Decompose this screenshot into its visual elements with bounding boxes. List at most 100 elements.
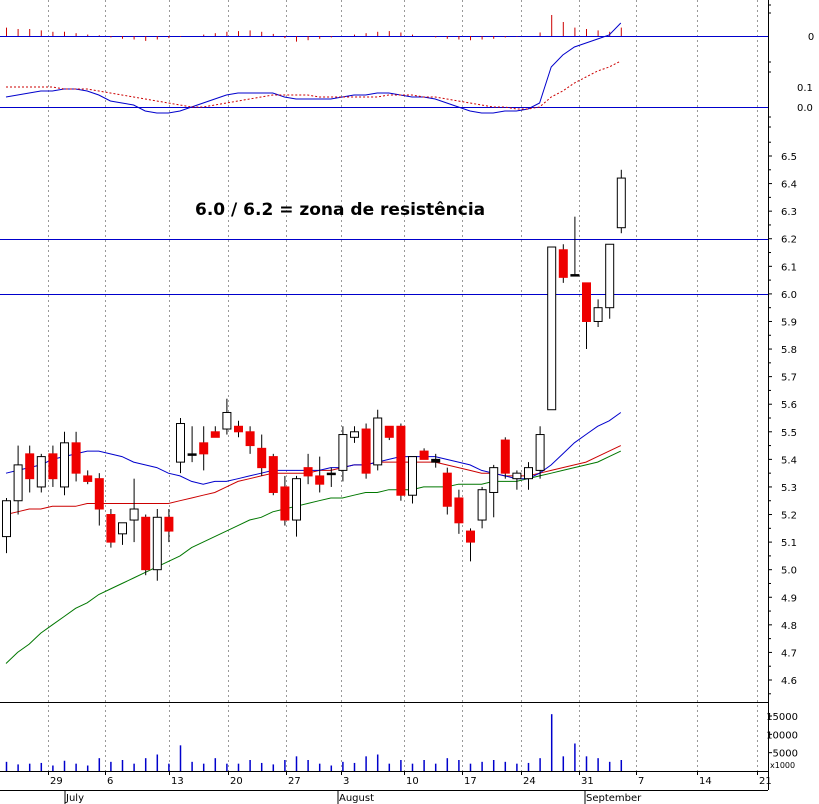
- price-tick-label: 5.6: [781, 400, 797, 411]
- day-label: 17: [464, 776, 477, 787]
- volume-unit-label: x1000: [770, 761, 795, 770]
- price-tick-label: 6.2: [781, 235, 797, 246]
- candle: [176, 418, 185, 474]
- macd-panel: [0, 22, 768, 114]
- price-tick-label: 5.0: [781, 566, 797, 577]
- candle-body: [303, 467, 313, 477]
- candle-body: [326, 472, 336, 476]
- candle: [210, 426, 220, 438]
- candle: [48, 445, 58, 487]
- candle-body: [431, 458, 441, 463]
- candle: [454, 489, 464, 534]
- candle: [268, 453, 278, 496]
- candle-body: [245, 431, 255, 447]
- candle: [60, 431, 69, 496]
- candle: [419, 448, 429, 460]
- x-axis-labels: 29 6 13 20 27 3 10 17 24 31 7 14 21 July August Septemb…: [48, 771, 772, 804]
- candle: [535, 426, 545, 479]
- candle-body: [222, 411, 232, 430]
- candle: [303, 453, 313, 485]
- candle-body: [199, 442, 209, 455]
- candle-body: [71, 442, 81, 474]
- price-tick-label: 4.7: [781, 648, 797, 659]
- day-label: 7: [638, 776, 644, 787]
- candle: [106, 509, 116, 548]
- candle: [280, 475, 290, 526]
- candle: [500, 437, 510, 479]
- price-tick-label: 5.1: [781, 538, 797, 549]
- candle: [442, 467, 452, 515]
- candle: [152, 509, 162, 581]
- candle-body: [384, 425, 394, 438]
- candle-body: [292, 478, 301, 521]
- price-tick-label: 5.7: [781, 373, 797, 384]
- candle-body: [338, 434, 348, 471]
- candle: [512, 470, 522, 490]
- resistance-annotation: 6.0 / 6.2 = zona de resistência: [195, 200, 485, 220]
- candle: [524, 462, 533, 490]
- candle-body: [558, 249, 568, 278]
- price-tick-label: 5.5: [781, 428, 797, 439]
- candle: [408, 456, 417, 504]
- candle: [396, 423, 406, 501]
- candle-body: [234, 425, 243, 433]
- candle-body: [477, 489, 487, 521]
- candle-body: [164, 516, 174, 532]
- candle: [489, 464, 499, 518]
- price-tick-label: 4.9: [781, 593, 797, 604]
- price-tick-label: 6.4: [781, 180, 797, 191]
- candle: [83, 470, 93, 485]
- candle-body: [129, 508, 139, 521]
- candle: [71, 431, 81, 482]
- moving-averages: [5, 412, 622, 664]
- chart-frame: [0, 0, 769, 791]
- resistance-lines: [0, 239, 768, 295]
- candle: [245, 426, 255, 454]
- price-tick-label: 5.2: [781, 511, 797, 522]
- candle-body: [582, 282, 591, 322]
- candle-body: [152, 516, 162, 571]
- macd-line: [5, 22, 622, 114]
- candle: [129, 478, 139, 543]
- price-tick-label: 5.9: [781, 317, 797, 328]
- candle: [384, 425, 394, 441]
- candle-body: [605, 243, 615, 309]
- candle: [431, 453, 441, 468]
- candle: [315, 456, 325, 493]
- candle-body: [408, 456, 417, 496]
- candle-body: [373, 417, 383, 466]
- candle: [605, 243, 615, 319]
- candle-body: [118, 522, 127, 535]
- moving-average-long: [5, 450, 622, 664]
- price-tick-label: 6.3: [781, 207, 797, 218]
- candle: [187, 426, 197, 463]
- candle: [373, 409, 383, 471]
- candle: [36, 453, 46, 493]
- volume-tick-label: 10000: [766, 730, 798, 741]
- day-label: 29: [50, 776, 63, 787]
- candle-body: [570, 274, 580, 277]
- candle: [616, 169, 626, 234]
- candle-body: [48, 453, 58, 480]
- y-axis-labels: 4.6 4.7 4.8 4.9 5.0 5.1 5.2 5.3 5.4 5.5 5.6 5.7 5.8 5…: [766, 4, 814, 760]
- candle-body: [25, 453, 35, 480]
- day-label: 14: [699, 776, 712, 787]
- volume-tick-label: 5000: [773, 749, 798, 760]
- month-label: August: [339, 793, 374, 804]
- candle-body: [83, 475, 93, 482]
- candle-body: [176, 423, 185, 463]
- candle: [338, 426, 348, 482]
- candle-body: [593, 307, 603, 322]
- price-tick-label: 6.0: [781, 290, 797, 301]
- candle-body: [361, 428, 371, 474]
- price-tick-label: 4.6: [781, 676, 797, 687]
- macd-tick-label: 0.0: [797, 103, 813, 114]
- candle-body: [489, 467, 499, 493]
- candle: [547, 246, 557, 411]
- candle-body: [442, 472, 452, 507]
- volume-tick-label: 15000: [766, 712, 798, 723]
- candle: [164, 509, 174, 543]
- candle: [570, 216, 580, 277]
- price-tick-label: 5.4: [781, 455, 797, 466]
- histogram-panel: [0, 15, 768, 42]
